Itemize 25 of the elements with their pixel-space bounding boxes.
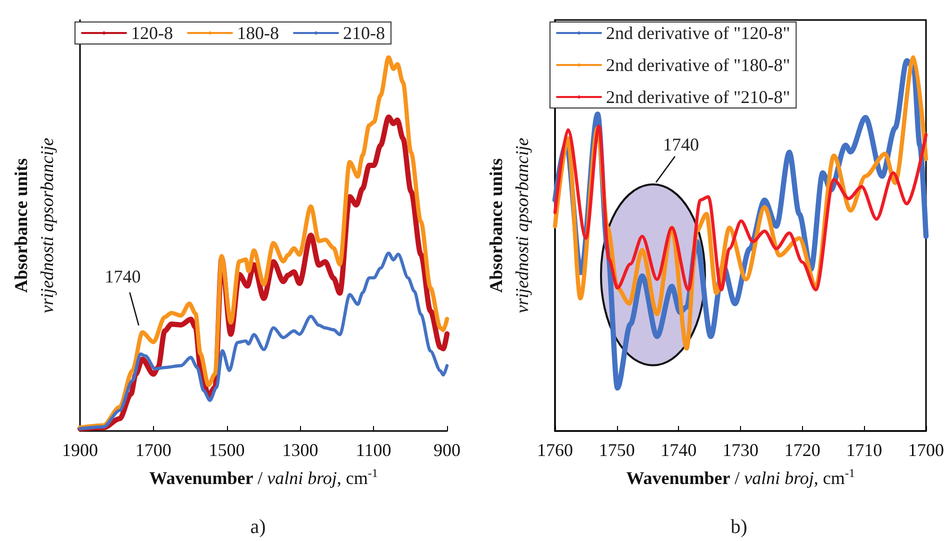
x-tick-label: 1700 [135,440,172,460]
annotation: 1740 [104,266,141,286]
x-tick-label: 1730 [722,440,758,460]
x-tick-label: 1760 [537,440,573,460]
x-tick-label: 1100 [356,440,392,460]
text: a) [250,516,266,538]
x-tick-label: 1500 [208,440,245,460]
x-tick-label: 1750 [598,440,635,460]
legend-label: 2nd derivative of "120-8" [606,23,790,43]
legend-label: 210-8 [342,23,385,43]
legend-label: 120-8 [131,23,173,43]
legend-label: 2nd derivative of "180-8" [606,55,790,75]
x-tick-label: 1710 [846,440,882,460]
x-tick-label: 1740 [660,440,697,460]
y-axis-title: Absorbance units vrijednosti apsorbancije [11,138,57,314]
x-tick-label: 1720 [784,440,820,460]
x-tick-label: 900 [434,440,460,460]
text: b) [730,516,748,538]
x-tick-label: 1700 [908,440,944,460]
annotation: 1740 [662,134,699,154]
legend-label: 2nd derivative of "210-8" [606,87,790,107]
x-tick-label: 1900 [62,440,98,460]
legend-label: 180-8 [236,23,279,43]
x-tick-label: 1300 [282,440,318,460]
y-axis-title: Absorbance units vrijednosti apsorbancije [486,138,532,314]
